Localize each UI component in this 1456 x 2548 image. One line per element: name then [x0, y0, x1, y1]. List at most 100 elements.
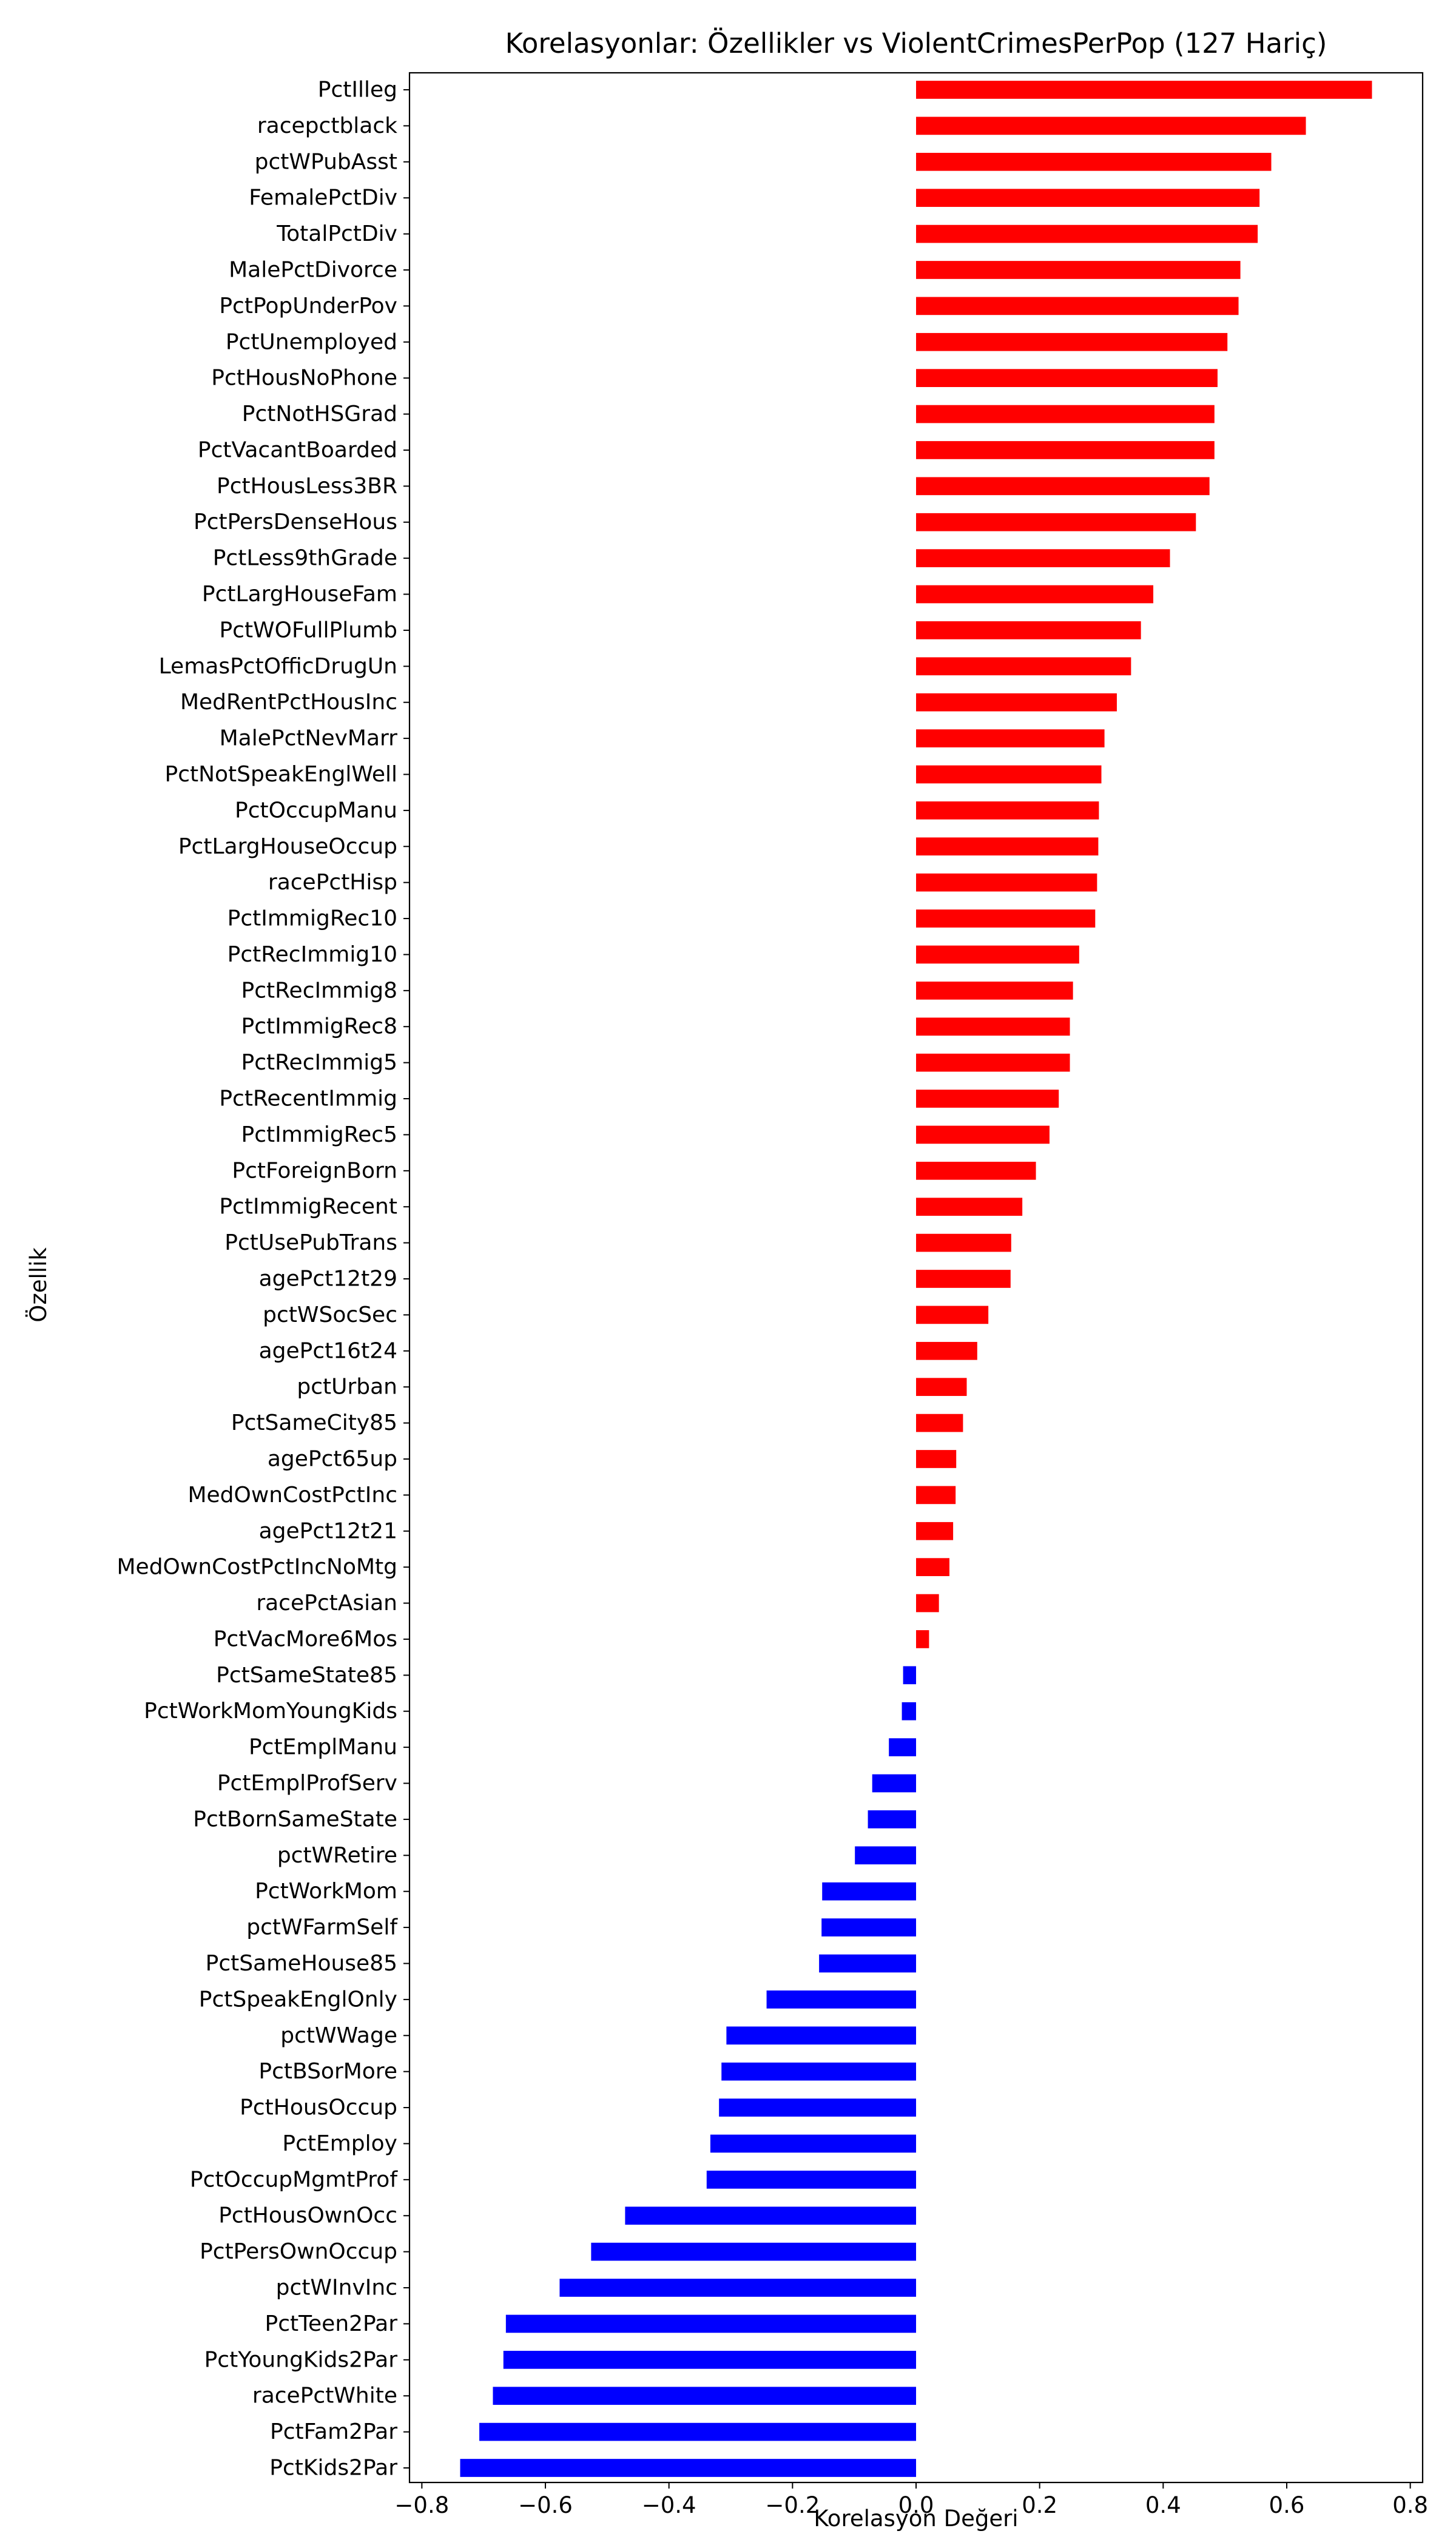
bar-pctsamecity85 — [916, 1414, 963, 1432]
y-tick-label-pctoccupmgmtprof: PctOccupMgmtProf — [190, 2167, 398, 2192]
bar-pctkids2par — [460, 2459, 916, 2477]
bar-pctnothsgrad — [916, 405, 1215, 423]
bar-medrentpcthousinc — [916, 693, 1117, 712]
bar-pctusepubtrans — [916, 1233, 1011, 1252]
bar-pctvacmore6mos — [916, 1630, 929, 1648]
y-tick-label-pctimmigrec8: PctImmigRec8 — [241, 1014, 397, 1039]
y-tick-label-pcthousownocc: PctHousOwnOcc — [218, 2203, 397, 2228]
y-tick-label-pctwsocsec: pctWSocSec — [263, 1303, 397, 1327]
bar-pctspeakenglonly — [766, 1990, 916, 2009]
bar-pcthousless3br — [916, 477, 1210, 496]
bar-pctyoungkids2par — [503, 2350, 916, 2369]
y-tick-label-medrentpcthousinc: MedRentPctHousInc — [180, 690, 397, 715]
y-tick-label-pctpopunderpov: PctPopUnderPov — [219, 294, 397, 318]
y-tick-label-pctrecimmig8: PctRecImmig8 — [241, 978, 397, 1003]
x-axis-label: Korelasyon Değeri — [814, 2506, 1018, 2532]
bar-pctimmigrec8 — [916, 1017, 1070, 1036]
bar-pctwsocsec — [916, 1306, 989, 1324]
bar-agepct16t24 — [916, 1341, 977, 1360]
y-tick-label-pctworkmomyoungkids: PctWorkMomYoungKids — [144, 1699, 397, 1724]
y-tick-label-femalepctdiv: FemalePctDiv — [249, 186, 397, 211]
bar-pcthousnophone — [916, 369, 1218, 387]
bar-agepct12t29 — [916, 1270, 1011, 1288]
y-tick-label-pctfam2par: PctFam2Par — [270, 2419, 397, 2444]
bar-medowncostpctincnomtg — [916, 1558, 949, 1576]
x-tick-label: −0.2 — [765, 2492, 820, 2518]
bar-pctwofullplumb — [916, 621, 1141, 639]
y-tick-label-pctsamecity85: PctSameCity85 — [231, 1410, 397, 1435]
bar-pctpopunderpov — [916, 297, 1239, 315]
bar-lemaspctofficdrugun — [916, 657, 1131, 676]
bars-layer — [460, 81, 1372, 2477]
bar-racepctasian — [916, 1594, 939, 1613]
bar-pctteen2par — [505, 2314, 916, 2333]
y-tick-label-pctsamehouse85: PctSameHouse85 — [206, 1951, 397, 1976]
y-tick-label-pctemplprofserv: PctEmplProfServ — [217, 1771, 397, 1796]
y-tick-label-malepctnevmarr: MalePctNevMarr — [220, 726, 398, 751]
bar-pctlarghouseoccup — [916, 837, 1099, 856]
bar-pctoccupmanu — [916, 801, 1099, 820]
y-tick-label-pctteen2par: PctTeen2Par — [265, 2311, 398, 2336]
y-tick-label-pctnotspeakenglwell: PctNotSpeakEnglWell — [164, 762, 397, 787]
bar-pctrecimmig8 — [916, 982, 1073, 1000]
y-tick-label-pctforeignborn: PctForeignBorn — [232, 1158, 397, 1183]
bar-pctrecimmig5 — [916, 1053, 1070, 1072]
y-tick-label-pctpersdensehous: PctPersDenseHous — [194, 510, 397, 534]
y-tick-label-pctrecimmig5: PctRecImmig5 — [241, 1050, 397, 1075]
y-tick-label-pctyoungkids2par: PctYoungKids2Par — [204, 2347, 398, 2372]
bar-malepctnevmarr — [916, 729, 1105, 747]
x-tick-label: −0.8 — [394, 2492, 449, 2518]
bar-medowncostpctinc — [916, 1486, 956, 1505]
y-tick-label-racepctasian: racePctAsian — [256, 1591, 397, 1616]
bar-pctwretire — [855, 1846, 916, 1865]
y-tick-label-pctimmigrec10: PctImmigRec10 — [228, 906, 397, 931]
x-tick-label: 0.2 — [1022, 2492, 1057, 2518]
y-tick-label-pctrecimmig10: PctRecImmig10 — [228, 942, 397, 967]
bar-pctsamehouse85 — [819, 1954, 916, 1973]
x-tick-label: 0.4 — [1145, 2492, 1181, 2518]
bar-agepct65up — [916, 1450, 957, 1468]
y-tick-label-pctlarghouseoccup: PctLargHouseOccup — [178, 834, 397, 859]
y-tick-label-pctvacantboarded: PctVacantBoarded — [198, 437, 397, 462]
bar-pctemploy — [710, 2134, 916, 2153]
bar-pctbornsamestate — [868, 1810, 916, 1828]
y-tick-label-agepct65up: agePct65up — [268, 1446, 397, 1471]
bar-pctvacantboarded — [916, 441, 1215, 459]
y-tick-label-pctwwage: pctWWage — [280, 2023, 397, 2048]
bar-malepctdivorce — [916, 261, 1241, 279]
bar-pcturban — [916, 1378, 967, 1397]
y-tick-label-pctpersownoccup: PctPersOwnOccup — [200, 2239, 397, 2264]
bar-pctwwage — [726, 2026, 916, 2045]
y-tick-label-pctilleg: PctIlleg — [318, 78, 397, 103]
bar-pctwfarmself — [821, 1918, 916, 1936]
y-tick-label-pcthousnophone: PctHousNoPhone — [211, 366, 397, 391]
bar-racepctblack — [916, 116, 1306, 135]
y-tick-label-pcturban: pctUrban — [297, 1375, 397, 1400]
y-tick-label-pctspeakenglonly: PctSpeakEnglOnly — [199, 1987, 397, 2012]
y-tick-label-pctwpubasst: pctWPubAsst — [255, 149, 397, 174]
y-tick-label-pctunemployed: PctUnemployed — [226, 329, 397, 354]
y-axis-label: Özellik — [25, 1247, 52, 1323]
bar-pctimmigrec5 — [916, 1125, 1050, 1144]
bar-pctunemployed — [916, 332, 1228, 351]
x-tick-label: 0.6 — [1269, 2492, 1305, 2518]
y-tick-label-pctworkmom: PctWorkMom — [255, 1879, 397, 1904]
y-tick-label-pctbornsamestate: PctBornSameState — [193, 1807, 397, 1832]
y-tick-label-pctwfarmself: pctWFarmSelf — [246, 1915, 398, 1940]
y-tick-label-pctemploy: PctEmploy — [282, 2131, 397, 2156]
bar-pctforeignborn — [916, 1161, 1036, 1180]
y-tick-label-pctlarghousefam: PctLargHouseFam — [202, 582, 397, 607]
bar-pctfam2par — [479, 2422, 916, 2441]
y-tick-label-pctimmigrec5: PctImmigRec5 — [241, 1122, 397, 1147]
bar-pctworkmomyoungkids — [902, 1702, 916, 1721]
bar-pctimmigrec10 — [916, 909, 1096, 928]
y-tick-label-pctrecentimmig: PctRecentImmig — [219, 1087, 397, 1111]
bar-pctwinvinc — [559, 2279, 916, 2297]
bar-pctrecimmig10 — [916, 945, 1079, 964]
y-tick-label-racepctwhite: racePctWhite — [252, 2384, 397, 2408]
y-tick-label-agepct16t24: agePct16t24 — [259, 1338, 397, 1363]
bar-pctpersownoccup — [591, 2242, 916, 2261]
x-tick-label: 0.8 — [1392, 2492, 1428, 2518]
bar-racepcthisp — [916, 873, 1097, 892]
bar-pctsamestate85 — [903, 1666, 916, 1685]
